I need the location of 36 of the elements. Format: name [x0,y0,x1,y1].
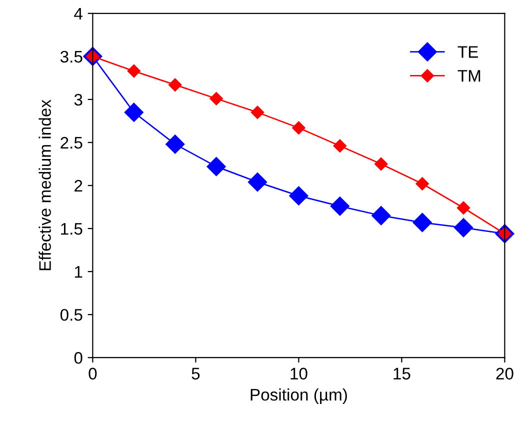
point [210,92,223,106]
y-tick-label: 1 [74,266,82,278]
y-tick-label: 0.5 [60,308,82,321]
y-tick-label: 1.5 [61,223,82,235]
x-tick-label: 0 [88,368,97,380]
point [250,106,264,119]
y-tick-label: 3 [74,94,82,106]
x-tick-label: 15 [394,368,410,380]
point [124,102,144,122]
point [454,218,474,238]
legend-label: TM [458,70,480,82]
y-tick-label: 3.5 [60,50,82,63]
point [372,206,391,226]
point [456,201,470,214]
point [127,64,140,78]
point [166,134,185,154]
point [412,212,432,232]
x-tick-label: 20 [496,368,514,380]
y-tick-label: 2 [74,180,82,192]
legend-label: TE [458,46,478,58]
point [292,121,306,134]
point [416,177,429,190]
y-axis-title: Effective medium index [38,100,51,270]
x-tick-label: 10 [290,368,308,380]
point [330,196,350,216]
point [374,157,388,171]
point [248,172,268,192]
point [168,78,182,92]
y-tick-label: 2.5 [60,136,82,149]
y-tick-label: 0 [74,352,82,364]
x-tick-label: 5 [192,368,200,380]
y-tick-label: 4 [74,8,82,20]
point [206,157,226,176]
point [289,186,308,206]
point [333,139,346,153]
x-axis-title: Position (µm) [250,388,347,404]
